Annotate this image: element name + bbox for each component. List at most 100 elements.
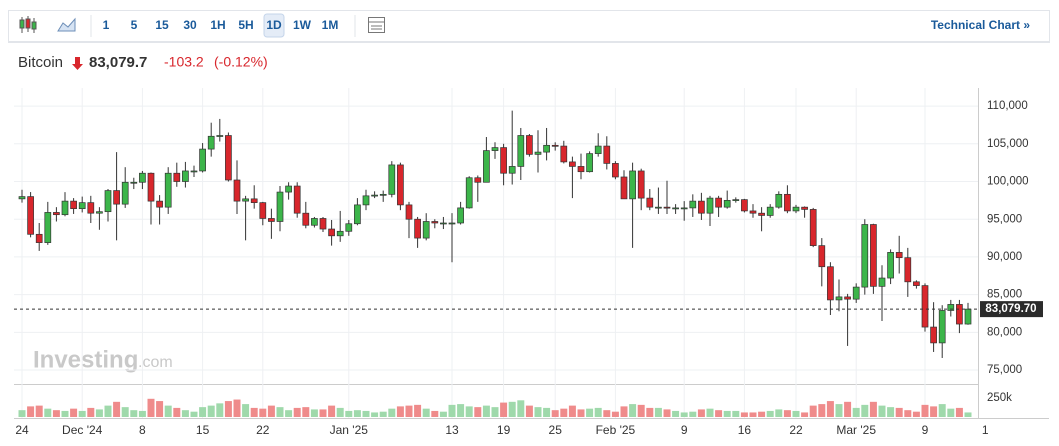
interval-button[interactable]: 1: [103, 18, 110, 32]
volume-bar: [199, 407, 207, 417]
candle-body: [534, 151, 542, 155]
selected-interval: [263, 13, 285, 38]
candle-body: [766, 206, 774, 216]
candle-body: [431, 221, 439, 224]
candle-body: [465, 177, 473, 209]
candle-body: [182, 170, 189, 182]
volume-bar: [267, 405, 275, 417]
volume-bar: [104, 405, 112, 417]
technical-chart-link[interactable]: Technical Chart »: [931, 18, 1030, 32]
candle-body: [362, 195, 370, 206]
volume-bar: [525, 405, 533, 417]
volume-bar: [775, 409, 783, 417]
volume-bar: [336, 407, 344, 417]
volume-bar: [482, 405, 490, 417]
volume-bar: [216, 403, 224, 417]
candle-body: [61, 200, 69, 216]
volume-bar: [646, 407, 654, 417]
interval-button[interactable]: 5H: [238, 18, 253, 32]
candle-body: [440, 222, 447, 225]
candle-body: [586, 153, 593, 173]
volume-bar: [543, 407, 551, 417]
volume-bar: [603, 410, 611, 417]
price-change-percent: (-0.12%): [214, 54, 268, 70]
watermark-suffix: .com: [138, 354, 173, 371]
volume-bar: [233, 399, 241, 417]
candle-body: [663, 206, 671, 209]
volume-bar: [904, 410, 912, 417]
volume-bar: [465, 406, 473, 417]
volume-bar: [508, 401, 516, 417]
volume-bar: [95, 409, 103, 417]
candle-body: [809, 209, 817, 246]
volume-bar: [861, 404, 869, 417]
interval-button[interactable]: 15: [155, 18, 169, 32]
volume-bar: [895, 407, 903, 417]
candle-body: [801, 206, 808, 210]
volume-bar: [439, 411, 447, 417]
candle-body: [706, 197, 714, 214]
candle-body: [680, 207, 688, 210]
candle-body: [199, 148, 206, 172]
candle-body: [483, 150, 490, 183]
volume-bar: [224, 401, 232, 417]
candle-body: [259, 202, 267, 219]
candle-body: [379, 193, 387, 196]
volume-bar: [835, 404, 843, 417]
candle-body: [887, 252, 894, 279]
candle-body: [147, 172, 155, 202]
area-icon[interactable]: [57, 17, 76, 32]
candle-icon[interactable]: [19, 16, 37, 33]
volume-bar: [44, 408, 52, 417]
volume-bar: [887, 407, 895, 417]
candle-body: [474, 177, 482, 183]
candle-body: [216, 135, 224, 137]
candle-body: [156, 200, 163, 208]
candle-body: [930, 326, 937, 344]
volume-bar: [792, 410, 800, 417]
volume-bar: [878, 405, 886, 417]
interval-button[interactable]: 1W: [293, 18, 312, 32]
candle-body: [190, 170, 198, 173]
volume-bar: [663, 409, 671, 417]
x-tick-label: 9: [681, 423, 688, 437]
candle-body: [603, 145, 611, 164]
layout-icon[interactable]: [368, 17, 385, 33]
volume-tick-label: 250k: [987, 392, 1012, 404]
volume-bar: [568, 405, 576, 417]
volume-bar: [491, 407, 499, 417]
interval-button[interactable]: 1D: [266, 18, 282, 32]
candle-body: [319, 218, 327, 230]
volume-bar: [783, 410, 791, 417]
interval-button[interactable]: 30: [183, 18, 197, 32]
candle-body: [113, 190, 120, 205]
candle-body: [207, 135, 215, 150]
volume-bar: [517, 400, 525, 417]
candle-body: [414, 218, 421, 239]
volume-bar: [611, 411, 619, 417]
y-tick-label: 90,000: [987, 251, 1022, 263]
plot: [14, 88, 978, 418]
interval-button[interactable]: 1H: [210, 18, 225, 32]
interval-button[interactable]: 5: [131, 18, 138, 32]
candle-body: [328, 228, 335, 237]
candle-body: [53, 212, 60, 216]
volume-bar: [749, 412, 757, 417]
candle-body: [87, 202, 95, 214]
volume-bar: [560, 408, 568, 417]
candle-body: [741, 199, 748, 212]
candle-body: [560, 145, 568, 163]
interval-button[interactable]: 1M: [322, 18, 339, 32]
volume-bar: [302, 407, 310, 417]
volume-bar: [353, 410, 361, 417]
volume-bar: [723, 410, 731, 417]
candle-body: [371, 194, 378, 197]
x-tick-label: 15: [196, 423, 210, 437]
volume-bar: [766, 410, 774, 417]
candle-body: [250, 198, 258, 203]
volume-bar: [87, 407, 95, 417]
candle-body: [164, 172, 172, 208]
y-tick-label: 80,000: [987, 326, 1022, 338]
y-tick-label: 110,000: [987, 100, 1028, 112]
